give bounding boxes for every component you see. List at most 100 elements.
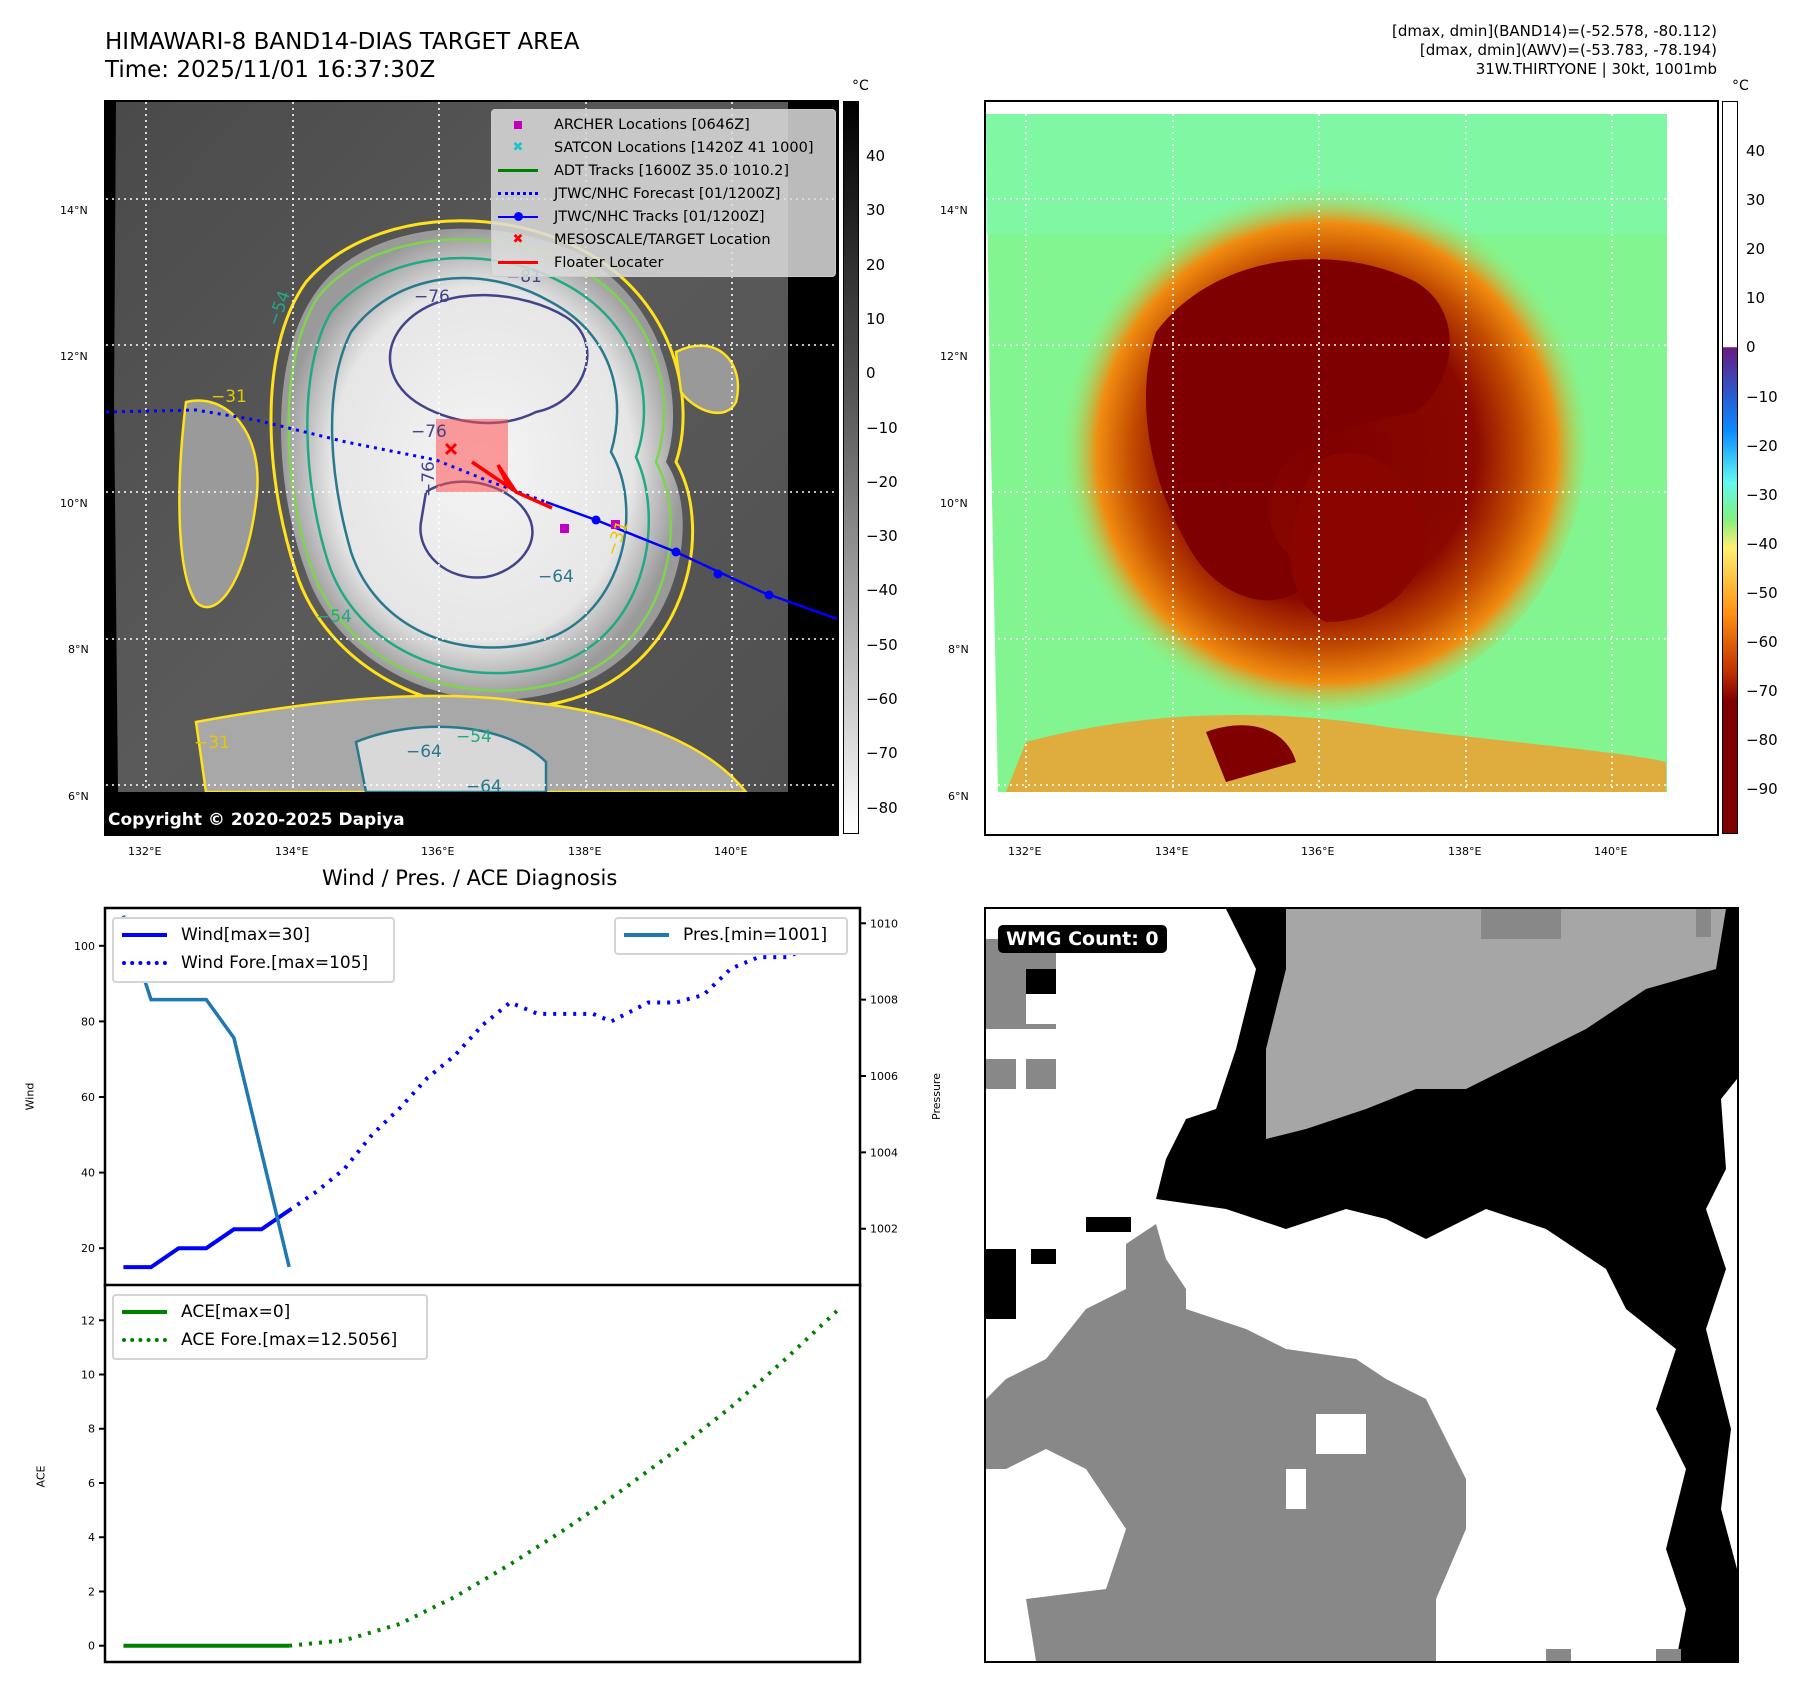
solid-line-icon: [122, 933, 167, 937]
colorbar-tick: −80: [1746, 731, 1778, 750]
y-right-tick-label: 1002: [870, 1223, 898, 1236]
lon-tick: 140°E: [714, 845, 748, 858]
ace-axis-label: ACE: [34, 1465, 48, 1488]
lon-tick: 136°E: [1301, 845, 1335, 858]
archer-marker: [611, 520, 620, 529]
legend-item-pressure: Pres.[min=1001]: [624, 921, 838, 949]
colorbar-tick: 20: [1746, 240, 1766, 259]
lon-tick: 132°E: [128, 845, 162, 858]
lat-tick: 14°N: [940, 204, 968, 217]
colorbar-tick: 20: [866, 255, 886, 274]
legend-item-wind-forecast: Wind Fore.[max=105]: [122, 949, 385, 977]
legend-item-archer: ARCHER Locations [0646Z]: [498, 113, 829, 136]
colorbar-tick: −20: [1746, 436, 1778, 455]
colorbar-tick: −50: [866, 635, 898, 654]
awv-range: [dmax, dmin](AWV)=(-53.783, -78.194): [1419, 41, 1717, 59]
jtwc-track-points: [591, 515, 774, 600]
lat-tick: 12°N: [60, 350, 88, 363]
contour-label: −54: [316, 607, 352, 627]
colorbar-tick: −60: [1746, 633, 1778, 651]
colorbar-tick: −80: [866, 798, 898, 817]
colorbar-tick: −30: [866, 527, 898, 546]
y-tick-label: 10: [81, 1369, 95, 1382]
x-marker-icon: ✖: [512, 232, 524, 247]
wind-axis-label: Wind: [23, 1082, 37, 1111]
lat-tick: 10°N: [60, 497, 88, 510]
contour-label: −64: [538, 567, 574, 587]
y-tick-label: 0: [88, 1640, 95, 1653]
legend-item-tracks: JTWC/NHC Tracks [01/1200Z]: [498, 205, 829, 228]
lat-tick: 6°N: [68, 790, 89, 803]
legend-item-ace-forecast: ACE Fore.[max=12.5056]: [122, 1326, 418, 1354]
forecast-track: [106, 408, 547, 504]
lat-tick: 8°N: [68, 643, 89, 656]
storm-info: [dmax, dmin](BAND14)=(-52.578, -80.112) …: [1392, 22, 1717, 79]
band14-map: −81 −76 −76 −76 −64 −54 −54 −31 −31 −31 …: [104, 100, 839, 836]
solid-line-icon: [498, 256, 538, 270]
band14-colorbar: [843, 101, 859, 834]
y-right-tick-label: 1006: [870, 1070, 898, 1083]
colorbar-tick: 10: [866, 309, 886, 328]
y-tick-label: 100: [74, 940, 95, 953]
colorbar-tick: 10: [1746, 289, 1766, 308]
colorbar-tick: −70: [1746, 682, 1778, 701]
title-time: Time: 2025/11/01 16:37:30Z: [105, 57, 436, 83]
awv-map: [984, 100, 1719, 836]
lat-tick: 12°N: [940, 350, 968, 363]
colorbar-tick: −90: [1746, 780, 1778, 799]
floater-locator: [471, 460, 553, 510]
contour-label: −76: [419, 461, 439, 497]
dotted-line-icon: [498, 187, 538, 201]
map-gridlines: [986, 114, 1667, 792]
legend-item-target: ✖ MESOSCALE/TARGET Location: [498, 228, 829, 251]
colorbar-tick: −30: [1746, 485, 1778, 504]
colorbar-tick: 30: [1746, 191, 1766, 210]
colorbar-tick: −10: [1746, 387, 1778, 406]
contour-label: −31: [211, 387, 247, 407]
storm-summary: 31W.THIRTYONE | 30kt, 1001mb: [1475, 60, 1717, 78]
figure-title: HIMAWARI-8 BAND14-DIAS TARGET AREA Time:…: [105, 28, 579, 84]
y-tick-label: 8: [88, 1423, 95, 1436]
legend-item-adt: ADT Tracks [1600Z 35.0 1010.2]: [498, 159, 829, 182]
colorbar-tick: −10: [866, 418, 898, 437]
y-tick-label: 12: [81, 1314, 95, 1327]
solid-line-icon: [498, 164, 538, 178]
title-line-1: HIMAWARI-8 BAND14-DIAS TARGET AREA: [105, 29, 580, 55]
lon-tick: 138°E: [568, 845, 602, 858]
contour-label: −76: [411, 422, 447, 442]
lat-tick: 14°N: [60, 204, 88, 217]
dotted-line-icon: [122, 1338, 167, 1342]
ace-legend: ACE[max=0] ACE Fore.[max=12.5056]: [112, 1294, 428, 1360]
y-tick-label: 2: [88, 1585, 95, 1598]
colorbar-tick: 30: [866, 201, 886, 220]
y-tick-label: 20: [81, 1242, 95, 1255]
awv-colorbar: [1722, 101, 1738, 834]
contour-label: −76: [414, 287, 450, 307]
colorbar-unit: °C: [1732, 78, 1749, 94]
y-tick-label: 80: [81, 1015, 95, 1028]
colorbar-tick: −60: [866, 690, 898, 708]
legend-item-floater: Floater Locater: [498, 251, 829, 274]
lon-tick: 136°E: [421, 845, 455, 858]
colorbar-tick: −20: [866, 472, 898, 491]
square-marker-icon: [498, 118, 538, 132]
dotted-line-icon: [122, 961, 167, 965]
archer-marker: [560, 524, 569, 533]
colorbar-tick: −40: [1746, 534, 1778, 553]
line-dot-icon: [498, 210, 538, 224]
series-line-2: [121, 915, 291, 1268]
wind-legend: Wind[max=30] Wind Fore.[max=105]: [112, 917, 395, 983]
contour-label: −64: [466, 777, 502, 797]
diagnosis-title: Wind / Pres. / ACE Diagnosis: [322, 866, 618, 890]
band14-range: [dmax, dmin](BAND14)=(-52.578, -80.112): [1392, 22, 1717, 40]
legend-item-forecast: JTWC/NHC Forecast [01/1200Z]: [498, 182, 829, 205]
contour-label: −54: [456, 727, 492, 747]
copyright-label: Copyright © 2020-2025 Dapiya: [108, 810, 405, 830]
colorbar-tick: −40: [866, 581, 898, 600]
lon-tick: 132°E: [1008, 845, 1042, 858]
y-right-tick-label: 1004: [870, 1146, 898, 1159]
y-right-tick-label: 1010: [870, 917, 898, 930]
y-tick-label: 4: [88, 1531, 95, 1544]
map-legend: ARCHER Locations [0646Z] ✖ SATCON Locati…: [491, 109, 836, 277]
colorbar-tick: 0: [1746, 338, 1756, 357]
